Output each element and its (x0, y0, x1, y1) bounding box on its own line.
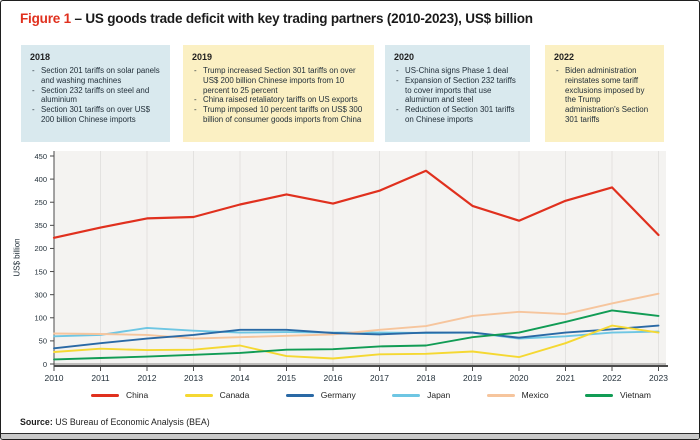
annotation-year: 2020 (394, 52, 415, 62)
y-axis-tick-label: 150 (34, 267, 47, 276)
legend-swatch-germany (285, 393, 314, 397)
legend-swatch-mexico (486, 393, 515, 397)
annotation-bullet: Expansion of Section 232 tariffs to cove… (394, 76, 522, 105)
x-axis-tick-label: 2020 (510, 373, 529, 383)
y-axis-tick-label: 200 (34, 244, 47, 253)
legend-swatch-japan (392, 393, 421, 397)
legend-swatch-vietnam (584, 393, 613, 397)
x-axis-tick-label: 2016 (324, 373, 343, 383)
y-axis-tick-label: 350 (34, 221, 47, 230)
annotation-box-2018: 2018 Section 201 tariffs on solar panels … (21, 45, 170, 142)
source-label: Source: (20, 417, 53, 427)
annotation-bullet: Section 301 tariffs on over US$ 200 bill… (30, 105, 162, 125)
legend-label: Canada (219, 390, 250, 400)
x-axis-tick-label: 2019 (463, 373, 482, 383)
legend-item-vietnam: Vietnam (584, 390, 651, 400)
annotation-bullet-list: Biden administration reinstates some tar… (554, 66, 656, 125)
y-axis-tick-label: 100 (34, 314, 47, 323)
x-axis-tick-label: 2010 (45, 373, 64, 383)
y-axis-tick-label: 300 (34, 290, 47, 299)
y-axis-tick-label: 400 (34, 175, 47, 184)
y-axis-tick-label: 250 (34, 198, 47, 207)
annotation-bullet: China raised retaliatory tariffs on US e… (192, 95, 366, 105)
x-axis-tick-label: 2012 (138, 373, 157, 383)
x-axis-tick-label: 2017 (370, 373, 389, 383)
plot-background (54, 151, 666, 366)
legend-item-china: China (91, 390, 148, 400)
annotation-bullet: Biden administration reinstates some tar… (554, 66, 656, 125)
series-line-germany (53, 324, 660, 350)
x-axis-tick-label: 2015 (277, 373, 296, 383)
annotation-year: 2019 (192, 52, 213, 62)
x-axis-tick-label: 2018 (417, 373, 436, 383)
annotation-bullet: Section 232 tariffs on steel and alumini… (30, 86, 162, 106)
y-axis-tick-label: 0 (43, 360, 47, 369)
annotation-year: 2018 (30, 52, 51, 62)
series-line-mexico (53, 292, 660, 340)
annotation-year: 2022 (554, 52, 575, 62)
x-axis-tick-label: 2011 (91, 373, 110, 383)
source-note: Source: US Bureau of Economic Analysis (… (20, 417, 210, 427)
x-axis-tick-label: 2022 (603, 373, 622, 383)
legend-swatch-china (91, 393, 119, 397)
legend-label: Germany (320, 390, 356, 400)
annotation-bullet-list: Section 201 tariffs on solar panels and … (30, 66, 162, 125)
legend-item-japan: Japan (392, 390, 450, 400)
annotation-bullet-list: Trump increased Section 301 tariffs on o… (192, 66, 366, 125)
annotation-box-2020: 2020 US-China signs Phase 1 dealExpansion… (385, 45, 530, 142)
legend-item-germany: Germany (285, 390, 356, 400)
annotation-bullet: Trump increased Section 301 tariffs on o… (192, 66, 366, 95)
series-line-china (52, 169, 660, 239)
y-axis-tick-label: 50 (39, 337, 47, 346)
annotation-bullet: Trump imposed 10 percent tariffs on US$ … (192, 105, 366, 125)
legend-item-mexico: Mexico (486, 390, 549, 400)
annotation-bullet: US-China signs Phase 1 deal (394, 66, 522, 76)
x-axis-tick-label: 2014 (231, 373, 250, 383)
series-line-vietnam (53, 309, 660, 361)
legend-label: China (126, 390, 149, 400)
annotation-bullet: Section 201 tariffs on solar panels and … (30, 66, 162, 86)
chart-legend: China Canada Germany Japan Mexico Vietnam (91, 390, 651, 400)
figure-number: Figure 1 (20, 11, 71, 26)
figure-title: Figure 1 – US goods trade deficit with k… (20, 11, 533, 26)
figure-title-text: – US goods trade deficit with key tradin… (70, 11, 533, 26)
legend-label: Mexico (521, 390, 549, 400)
x-axis-tick-label: 2021 (556, 373, 575, 383)
page-bottom-edge (1, 433, 699, 439)
legend-item-canada: Canada (184, 390, 250, 400)
legend-swatch-canada (184, 393, 213, 397)
annotation-bullet-list: US-China signs Phase 1 dealExpansion of … (394, 66, 522, 125)
trade-deficit-line-chart: 2010 2011 2012 2013 2014 2015 2016 2017 2018 2019… (34, 151, 668, 383)
y-axis-tick-label: 450 (34, 152, 47, 161)
series-line-canada (53, 324, 660, 360)
source-text: US Bureau of Economic Analysis (BEA) (52, 417, 210, 427)
legend-label: Japan (427, 390, 451, 400)
x-axis-tick-label: 2013 (184, 373, 203, 383)
x-axis-tick-label: 2023 (649, 373, 668, 383)
annotation-box-2019: 2019 Trump increased Section 301 tariffs … (183, 45, 374, 142)
annotation-box-2022: 2022 Biden administration reinstates some… (545, 45, 664, 142)
legend-label: Vietnam (619, 390, 651, 400)
annotation-bullet: Reduction of Section 301 tariffs on Chin… (394, 105, 522, 125)
